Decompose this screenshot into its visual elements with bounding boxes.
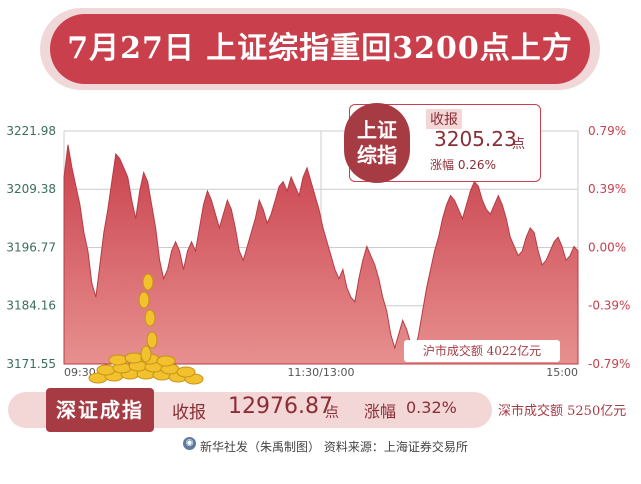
gold-coin-icon: [140, 345, 152, 363]
gold-coin-icon: [142, 273, 154, 291]
shanghai-close-value: 3205.23: [434, 127, 517, 151]
shanghai-badge-text: 上证综指: [357, 118, 397, 167]
y-tick-label-left: 3221.98: [6, 124, 56, 138]
y-tick-label-right: -0.39%: [588, 299, 630, 313]
y-tick-label-right: 0.00%: [588, 240, 626, 254]
gold-coin-icon: [146, 331, 158, 349]
title-pill: [50, 14, 590, 84]
shenzhen-close-unit: 点: [325, 405, 339, 421]
y-tick-label-left: 3171.55: [6, 357, 56, 371]
xinhua-logo-icon: ◉: [183, 437, 196, 450]
shenzhen-badge: 深证成指: [46, 388, 154, 432]
shanghai-turnover: 沪市成交额 4022亿元: [404, 340, 560, 362]
y-tick-label-right: 0.79%: [588, 124, 626, 138]
shenzhen-change-value: 0.32%: [406, 398, 457, 417]
price-area-series: [63, 144, 579, 365]
x-tick-label: 09:30: [64, 366, 96, 379]
gold-coin-icon: [144, 309, 156, 327]
y-tick-label-right: 0.39%: [588, 182, 626, 196]
source-credit: 新华社发（朱禹制图） 资料来源：上海证券交易所: [200, 440, 468, 454]
shanghai-close-unit: 点: [512, 137, 526, 152]
x-tick-label: 11:30/13:00: [287, 366, 354, 379]
shenzhen-turnover: 深市成交额 5250亿元: [498, 404, 627, 419]
gold-coin-icon: [124, 352, 144, 364]
gold-coin-icon: [96, 364, 116, 376]
y-tick-label-left: 3209.38: [6, 182, 56, 196]
title-banner: 7月27日 上证综指重回3200点上方: [0, 0, 641, 104]
gold-coin-icon: [138, 291, 150, 309]
gold-coin-icon: [108, 354, 128, 366]
shanghai-close-label: 收报: [426, 109, 462, 129]
page-title: 7月27日 上证综指重回3200点上方: [67, 31, 573, 66]
shanghai-badge: 上证综指: [344, 103, 410, 183]
y-tick-label-right: -0.79%: [588, 357, 630, 371]
shanghai-change-value: 0.26%: [457, 158, 496, 172]
y-tick-label-left: 3196.77: [6, 240, 56, 254]
gold-coin-icon: [176, 366, 196, 378]
gold-coin-icon: [156, 355, 176, 367]
y-tick-label-left: 3184.16: [6, 299, 56, 313]
shanghai-change: 涨幅 0.26%: [430, 156, 496, 173]
shenzhen-close-value: 12976.87: [228, 394, 333, 419]
shenzhen-close-label: 收报: [172, 403, 206, 423]
shenzhen-change-label: 涨幅: [364, 402, 397, 421]
shanghai-change-label: 涨幅: [430, 158, 455, 172]
x-tick-label: 15:00: [546, 366, 578, 379]
